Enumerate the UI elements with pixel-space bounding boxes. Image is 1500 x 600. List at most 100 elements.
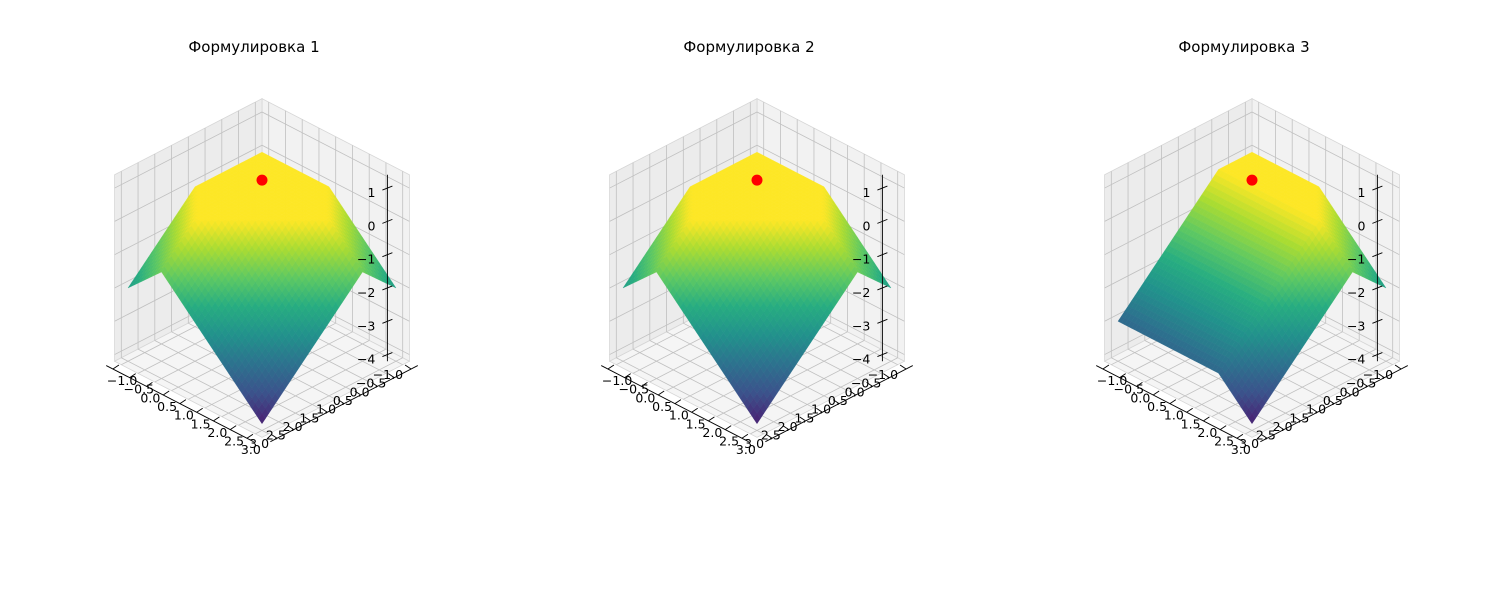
- y-tick: [624, 373, 631, 379]
- z-tick: [382, 285, 393, 291]
- subplot-1: Формулировка 1 −1.0−0.50.00.51.01.52.02.…: [106, 38, 418, 457]
- y-tick: [641, 381, 648, 387]
- z-tick-label: 1: [367, 185, 375, 200]
- x-tick: [337, 399, 345, 404]
- z-tick-label: 1: [862, 185, 870, 200]
- y-tick: [129, 373, 136, 379]
- grid-line: [609, 111, 905, 189]
- x-tick-label: 3.0: [249, 436, 269, 451]
- x-tick: [287, 425, 295, 430]
- grid-line: [1144, 340, 1293, 417]
- grid-line: [121, 357, 269, 435]
- grid-line: [114, 111, 410, 189]
- z-tick-label: −4: [852, 352, 870, 367]
- y-tick-label: 2.5: [719, 434, 739, 449]
- y-tick: [179, 399, 187, 404]
- z-tick-label: 0: [367, 218, 375, 233]
- surface-facet: [753, 413, 761, 425]
- grid-line: [255, 357, 403, 435]
- axes: −1.0−0.50.00.51.01.52.02.53.0−1.0−0.50.0…: [601, 174, 913, 457]
- grid-line: [716, 340, 865, 417]
- grid-line: [750, 357, 898, 435]
- x-tick-label: 0.5: [828, 393, 848, 408]
- y-tick: [607, 364, 615, 370]
- x-tick: [404, 364, 412, 370]
- z-tick: [382, 252, 393, 258]
- z-tick-label: 0: [862, 218, 870, 233]
- z-tick: [877, 218, 888, 224]
- y-tick-label: 3.0: [241, 442, 261, 457]
- y-tick: [741, 433, 749, 439]
- x-tick-label: 2.0: [283, 419, 303, 434]
- x-tick-label: −1.0: [868, 367, 898, 382]
- y-tick-label: 0.5: [652, 399, 672, 414]
- x-tick-label: 3.0: [744, 436, 764, 451]
- x-tick: [832, 399, 840, 404]
- y-tick-label: −1.0: [602, 373, 632, 388]
- x-tick-label: −1.0: [373, 367, 403, 382]
- z-tick-label: −3: [357, 318, 375, 333]
- x-tick-label: −0.5: [356, 376, 386, 391]
- x-tick: [321, 407, 328, 413]
- surface: [622, 151, 892, 425]
- grid-line: [1104, 111, 1400, 189]
- x-tick: [388, 373, 395, 379]
- x-tick: [765, 433, 773, 439]
- y-tick-label: 0.0: [635, 390, 655, 405]
- z-tick: [382, 318, 393, 324]
- z-tick: [382, 218, 393, 224]
- y-tick-label: −0.5: [619, 382, 649, 397]
- z-tick: [382, 352, 393, 357]
- z-tick: [877, 352, 888, 357]
- grid-line: [609, 144, 905, 222]
- x-tick: [799, 416, 806, 422]
- z-tick: [877, 285, 888, 291]
- y-tick-label: 1.0: [669, 408, 689, 423]
- z-tick-label: −1: [357, 252, 375, 267]
- optimum-marker: [256, 174, 268, 186]
- z-tick: [382, 185, 393, 191]
- y-tick-label: 1.0: [174, 408, 194, 423]
- x-tick-label: −0.5: [851, 376, 881, 391]
- y-tick-label: −0.5: [124, 382, 154, 397]
- subplot-title: Формулировка 2: [683, 38, 814, 56]
- grid-line: [1104, 144, 1400, 222]
- x-tick: [782, 425, 790, 430]
- grid-line: [114, 144, 410, 222]
- grid-line: [221, 340, 370, 417]
- optimum-marker: [751, 174, 763, 186]
- y-tick: [112, 364, 120, 370]
- y-tick-label: 1.5: [191, 416, 211, 431]
- x-tick-label: 1.5: [794, 410, 814, 425]
- grid-line: [616, 357, 764, 435]
- x-tick-label: 2.0: [778, 419, 798, 434]
- x-tick-label: 2.5: [761, 428, 781, 443]
- x-tick-label: 1.0: [811, 402, 831, 417]
- y-tick: [691, 407, 698, 413]
- y-tick: [246, 433, 254, 439]
- surface-facet: [258, 413, 266, 425]
- y-tick-label: 1.5: [686, 416, 706, 431]
- grid-line: [1211, 340, 1360, 417]
- x-tick: [899, 364, 907, 370]
- x-tick-label: 1.0: [316, 402, 336, 417]
- y-tick: [708, 416, 715, 422]
- subplot-title: Формулировка 1: [188, 38, 319, 56]
- z-tick-label: −3: [852, 318, 870, 333]
- x-tick-label: 0.5: [333, 393, 353, 408]
- z-tick: [877, 318, 888, 324]
- x-tick: [304, 416, 311, 422]
- grid-line: [154, 340, 303, 417]
- x-tick: [270, 433, 278, 439]
- z-tick-label: −2: [357, 285, 375, 300]
- z-tick: [877, 185, 888, 191]
- x-tick: [371, 381, 378, 387]
- grid-line: [1245, 357, 1393, 435]
- grid-line: [1111, 357, 1259, 435]
- y-tick: [657, 390, 665, 396]
- x-tick-label: 2.5: [266, 428, 286, 443]
- surface: [1117, 151, 1387, 425]
- subplot-2: Формулировка 2 −1.0−0.50.00.51.01.52.02.…: [601, 38, 913, 457]
- y-tick: [213, 416, 220, 422]
